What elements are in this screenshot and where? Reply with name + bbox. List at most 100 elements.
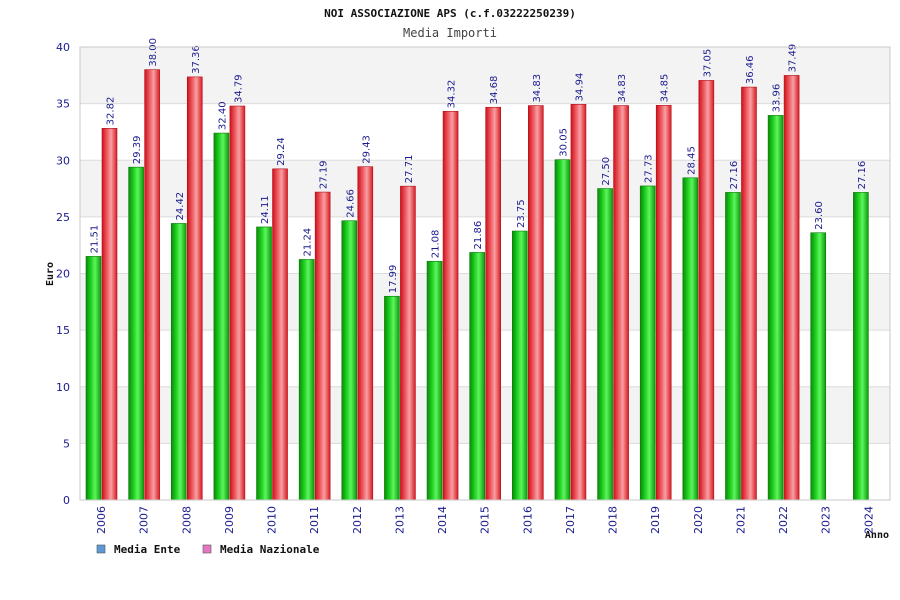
bar-media-ente — [170, 223, 187, 501]
chart-subtitle: Media Importi — [403, 26, 497, 40]
plot-frame — [79, 46, 891, 501]
data-label-media-nazionale: 37.49 — [788, 44, 799, 73]
legend-label-media-ente: Media Ente — [114, 543, 181, 556]
bar-media-nazionale — [655, 105, 672, 501]
data-label-media-nazionale: 27.19 — [319, 160, 330, 189]
data-label-media-nazionale: 37.05 — [702, 49, 713, 78]
data-label-media-ente: 27.16 — [729, 161, 740, 190]
data-label-media-ente: 21.51 — [90, 225, 101, 254]
x-tick-label: 2014 — [436, 506, 449, 534]
legend-swatch-media-nazionale — [202, 544, 212, 554]
data-label-media-ente: 24.11 — [260, 195, 271, 224]
x-tick-label: 2017 — [564, 506, 577, 534]
data-label-media-ente: 27.50 — [601, 157, 612, 186]
bar-media-nazionale — [528, 105, 544, 501]
x-tick-label: 2011 — [308, 506, 321, 534]
data-label-media-nazionale: 34.83 — [532, 74, 543, 103]
bar-media-ente — [298, 259, 315, 501]
bar-media-nazionale — [400, 185, 416, 501]
bar-media-ente — [810, 232, 827, 501]
data-label-media-nazionale: 34.32 — [447, 80, 458, 109]
bar-media-ente — [384, 295, 400, 501]
bar-media-ente — [767, 115, 784, 501]
bar-media-ente — [213, 132, 230, 501]
bar-media-ente — [639, 185, 656, 501]
data-label-media-nazionale: 34.94 — [574, 73, 585, 102]
legend-swatch-media-ente — [96, 544, 106, 554]
y-tick-label: 0 — [63, 494, 70, 507]
x-tick-label: 2022 — [777, 506, 790, 534]
data-label-media-ente: 21.08 — [431, 230, 442, 259]
data-label-media-ente: 24.66 — [345, 189, 356, 218]
data-label-media-nazionale: 29.24 — [276, 137, 287, 166]
data-label-media-nazionale: 34.83 — [617, 74, 628, 103]
data-label-media-ente: 33.96 — [772, 84, 783, 113]
x-tick-label: 2024 — [862, 506, 875, 534]
data-label-media-nazionale: 32.82 — [106, 97, 117, 126]
data-labels: 21.51 32.82 29.39 38.00 24.42 37.36 32.40 34.79… — [90, 38, 868, 293]
bar-media-nazionale — [144, 69, 160, 501]
data-label-media-ente: 29.39 — [132, 136, 143, 165]
bar-media-ente — [725, 192, 741, 501]
data-label-media-nazionale: 34.85 — [660, 74, 671, 103]
y-axis-label: Euro — [45, 262, 56, 286]
bar-media-nazionale — [186, 76, 203, 501]
data-label-media-nazionale: 37.36 — [191, 45, 202, 74]
bar-media-nazionale — [741, 86, 757, 501]
bar-media-ente — [256, 226, 272, 501]
y-tick-label: 10 — [56, 381, 70, 394]
bar-media-nazionale — [272, 168, 288, 501]
data-label-media-ente: 21.24 — [303, 228, 314, 257]
data-label-media-nazionale: 29.43 — [361, 135, 372, 164]
x-tick-label: 2012 — [351, 506, 364, 534]
x-tick-label: 2023 — [820, 506, 833, 534]
data-label-media-ente: 24.42 — [175, 192, 186, 221]
x-tick-label: 2015 — [479, 506, 492, 534]
data-label-media-nazionale: 34.79 — [233, 74, 244, 103]
data-label-media-ente: 17.99 — [388, 265, 399, 294]
data-label-media-ente: 27.73 — [644, 154, 655, 183]
data-label-media-nazionale: 27.71 — [404, 155, 415, 184]
bar-media-ente — [85, 256, 102, 501]
x-axis-ticks: 2006 2007 2008 2009 2010 2011 2012 2013 2014 2015… — [95, 506, 875, 534]
bar-media-nazionale — [357, 166, 374, 501]
data-label-media-ente: 28.45 — [686, 146, 697, 175]
bar-media-ente — [597, 188, 613, 501]
bar-media-nazionale — [485, 106, 501, 501]
x-tick-label: 2007 — [138, 506, 151, 534]
bar-media-nazionale — [570, 104, 587, 501]
x-axis-label: Anno — [865, 530, 889, 541]
bar-media-ente — [512, 230, 528, 501]
bar-media-ente — [853, 192, 869, 501]
data-label-media-ente: 32.40 — [217, 101, 228, 130]
y-tick-label: 35 — [56, 98, 70, 111]
bar-media-nazionale — [229, 105, 246, 501]
bar-media-ente — [682, 177, 699, 501]
bar-media-ente — [341, 220, 358, 501]
bar-media-ente — [128, 166, 144, 501]
bar-media-nazionale — [314, 191, 331, 501]
y-tick-label: 30 — [56, 154, 70, 167]
legend-label-media-nazionale: Media Nazionale — [220, 543, 320, 556]
data-label-media-nazionale: 34.68 — [489, 76, 500, 105]
chart-title: NOI ASSOCIAZIONE APS (c.f.03222250239) — [324, 7, 576, 20]
x-tick-label: 2013 — [393, 506, 406, 534]
data-label-media-nazionale: 36.46 — [745, 55, 756, 84]
x-tick-label: 2021 — [734, 506, 747, 534]
bar-media-ente — [426, 260, 443, 501]
data-label-media-ente: 23.60 — [814, 201, 825, 230]
bar-media-nazionale — [613, 105, 629, 501]
y-tick-label: 5 — [63, 437, 70, 450]
bar-media-nazionale — [698, 80, 715, 501]
legend: Media Ente Media Nazionale — [96, 543, 320, 556]
x-tick-label: 2016 — [521, 506, 534, 534]
y-tick-label: 20 — [56, 268, 70, 281]
bar-media-nazionale — [783, 75, 800, 501]
y-axis-ticks: 0 5 10 15 20 25 30 35 40 — [56, 41, 70, 507]
data-label-media-ente: 30.05 — [558, 128, 569, 157]
y-tick-label: 15 — [56, 324, 70, 337]
y-tick-label: 25 — [56, 211, 70, 224]
x-tick-label: 2008 — [180, 506, 193, 534]
bar-media-ente — [554, 159, 571, 501]
